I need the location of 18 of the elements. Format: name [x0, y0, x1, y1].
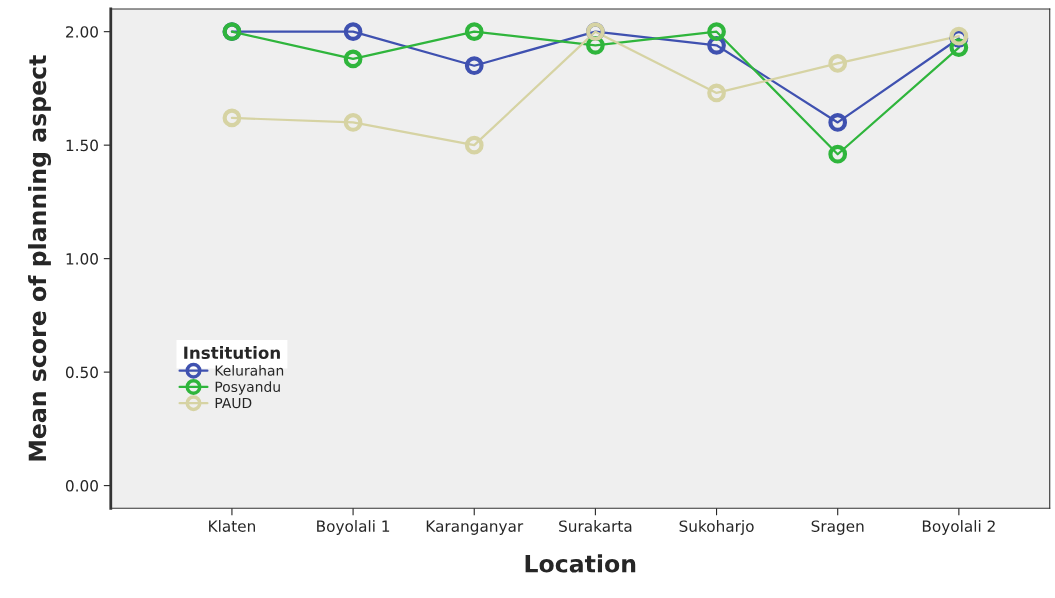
legend-label: Kelurahan: [215, 365, 284, 376]
x-tick-label: Karanganyar: [426, 520, 524, 535]
legend-label: Posyandu: [215, 381, 280, 395]
y-tick-label: 0.00: [65, 480, 98, 492]
y-tick-label: 1.50: [66, 139, 98, 152]
x-tick-label: Sukoharjo: [679, 520, 754, 535]
x-tick-label: Surakarta: [559, 520, 632, 532]
x-tick-label: Sragen: [811, 520, 864, 535]
x-tick-label: Boyolali 1: [317, 520, 390, 535]
x-tick-label: Boyolali 2: [922, 520, 995, 535]
x-tick-label: Klaten: [209, 520, 255, 532]
y-tick-label: 1.00: [66, 253, 98, 265]
x-axis-title: Location: [525, 554, 636, 573]
y-tick-label: 2.00: [66, 26, 98, 38]
legend-label: PAUD: [215, 397, 252, 409]
legend-title: Institution: [184, 346, 280, 360]
y-tick-label: 0.50: [65, 366, 98, 379]
y-axis-title: Mean score of planning aspect: [28, 55, 52, 461]
